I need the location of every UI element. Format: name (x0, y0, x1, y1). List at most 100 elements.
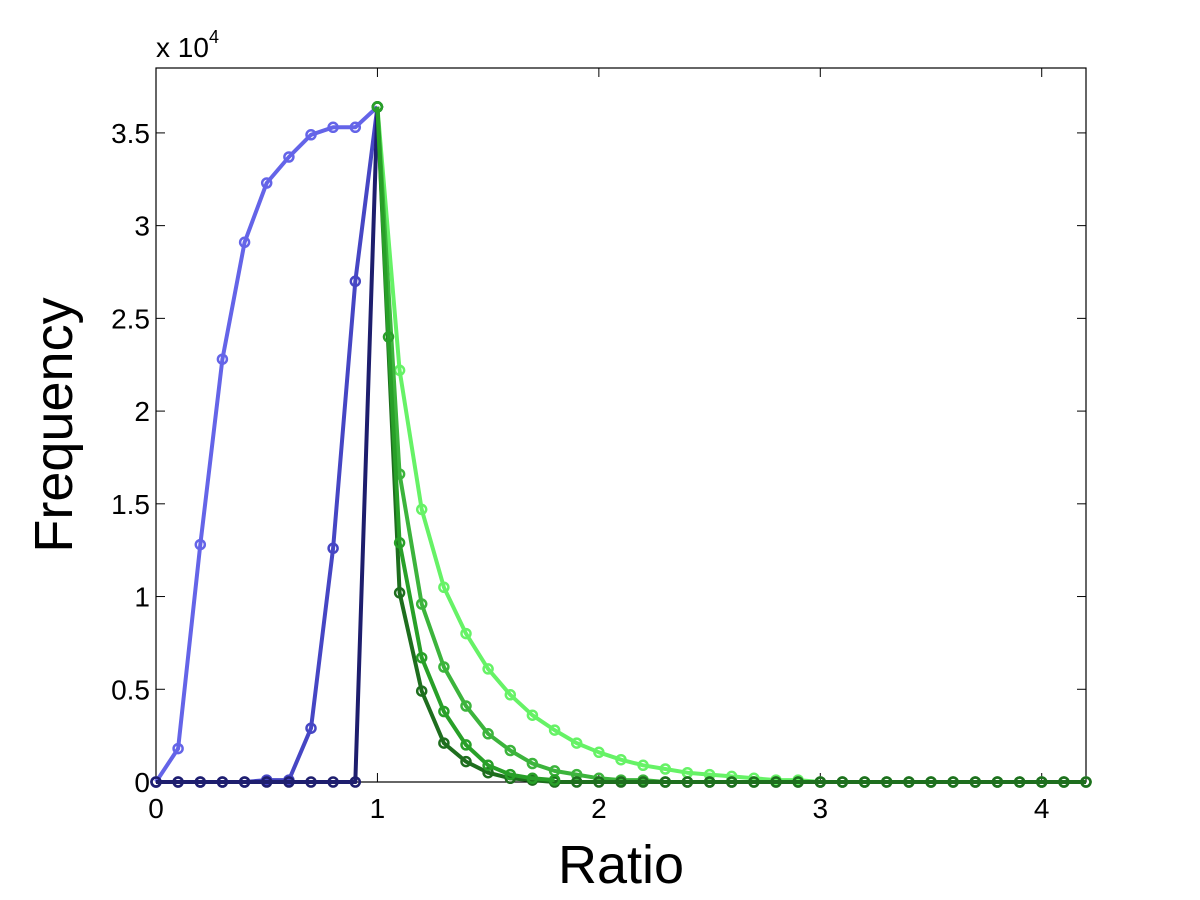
series-line (154, 105, 379, 784)
data-point (283, 776, 295, 788)
data-point (925, 776, 937, 788)
data-point (570, 768, 583, 781)
data-point (593, 776, 605, 788)
data-point (305, 776, 317, 788)
data-point (748, 776, 760, 788)
x-tick-label: 1 (370, 793, 386, 824)
y-multiplier: x 104 (156, 27, 219, 63)
series-layer (150, 101, 1092, 788)
data-point (1080, 776, 1092, 788)
data-point (393, 537, 406, 549)
y-tick-label: 3.5 (111, 118, 150, 149)
data-point (460, 755, 472, 768)
data-point (194, 776, 207, 788)
y-multiplier-exponent: 4 (209, 27, 219, 47)
data-point (703, 768, 716, 781)
data-point (260, 776, 273, 788)
data-point (371, 101, 384, 113)
x-tick-label: 3 (812, 793, 828, 824)
data-point (327, 776, 339, 788)
data-point (260, 177, 273, 189)
series-6 (371, 101, 1092, 788)
data-point (637, 759, 649, 772)
data-point (327, 542, 339, 555)
data-point (615, 753, 627, 766)
data-point (393, 587, 406, 599)
data-point (814, 776, 827, 788)
data-point (1013, 776, 1026, 788)
data-point (283, 151, 295, 163)
data-point (482, 759, 494, 772)
series-line (156, 106, 380, 784)
data-point (593, 746, 605, 759)
data-point (548, 724, 561, 736)
data-point (327, 121, 339, 134)
y-tick-label: 2 (134, 396, 150, 427)
x-tick-label: 4 (1034, 793, 1050, 824)
data-point (194, 538, 207, 551)
data-point (548, 774, 561, 786)
data-point (570, 737, 583, 749)
data-point (415, 503, 428, 516)
data-point (947, 776, 959, 788)
data-point (1035, 776, 1048, 788)
y-axis-label: Frequency (24, 297, 84, 552)
series-line (375, 106, 1086, 784)
data-point (792, 776, 804, 788)
data-point (482, 766, 494, 779)
data-point (460, 627, 472, 640)
data-point (526, 709, 539, 721)
data-point (526, 757, 539, 770)
data-point (460, 700, 472, 712)
data-point (725, 776, 738, 788)
data-point (172, 776, 184, 788)
data-point (438, 705, 450, 718)
data-point (770, 776, 782, 788)
data-point (172, 742, 184, 755)
data-point (858, 776, 871, 788)
data-point (659, 776, 672, 788)
y-tick-label: 0 (134, 767, 150, 798)
data-point (238, 776, 251, 788)
y-tick-label: 2.5 (111, 303, 150, 334)
data-point (438, 581, 450, 594)
y-tick-label: 1.5 (111, 489, 150, 520)
data-point (836, 776, 849, 788)
data-point (615, 776, 627, 788)
data-point (415, 651, 428, 664)
data-point (637, 776, 649, 788)
data-point (382, 331, 395, 343)
data-point (438, 661, 450, 673)
data-point (880, 776, 893, 788)
data-point (482, 728, 494, 740)
data-point (349, 275, 362, 288)
data-point (482, 663, 494, 675)
data-point (570, 776, 583, 788)
data-point (460, 739, 472, 751)
data-point (415, 598, 428, 610)
data-point (504, 689, 517, 701)
data-point (991, 776, 1004, 788)
data-point (681, 776, 694, 788)
data-point (903, 776, 915, 788)
data-point (504, 768, 517, 781)
data-point (659, 763, 672, 775)
x-axis-label: Ratio (558, 835, 684, 895)
data-point (438, 737, 450, 749)
tick-labels: 0 1 2 3 4 0 0.5 1 1.5 2 2.5 3 3.5 (111, 118, 1049, 824)
data-point (305, 129, 317, 141)
data-point (969, 776, 982, 788)
data-point (1058, 776, 1070, 788)
data-point (415, 685, 428, 697)
data-point (349, 121, 362, 134)
data-point (349, 776, 362, 788)
data-point (238, 236, 251, 249)
series-7 (371, 101, 561, 786)
data-point (526, 772, 539, 785)
y-tick-label: 0.5 (111, 674, 150, 705)
x-tick-label: 2 (591, 793, 607, 824)
series-line (375, 106, 555, 783)
data-point (216, 776, 229, 788)
y-tick-label: 1 (134, 582, 150, 613)
